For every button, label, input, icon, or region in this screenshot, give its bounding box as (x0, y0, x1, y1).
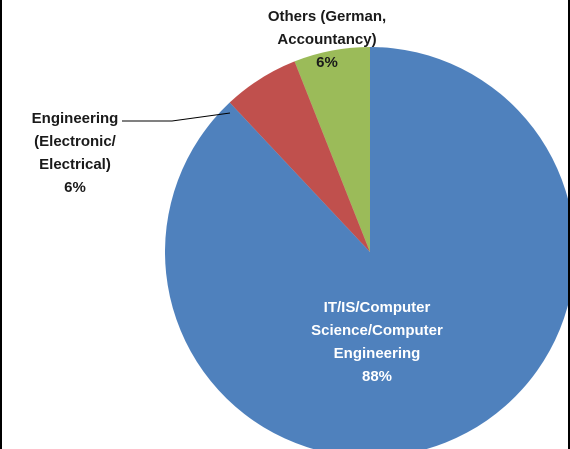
pie-slice (165, 47, 568, 449)
value-label: 6% (316, 54, 338, 71)
leader-line (122, 112, 231, 122)
category-label: IT/IS/Computer Science/Computer Engineer… (311, 299, 443, 362)
slice-label: IT/IS/Computer Science/Computer Engineer… (292, 296, 462, 388)
category-label: Engineering (Electronic/Electrical) (31, 110, 119, 173)
category-label: Others (German, Accountancy) (267, 8, 387, 48)
pie-slice (294, 47, 370, 252)
slice-label: Engineering (Electronic/Electrical) 6% (20, 107, 130, 199)
value-label: 88% (361, 368, 393, 385)
pie-slice (229, 61, 370, 253)
value-label: 6% (64, 179, 86, 196)
slice-label: Others (German, Accountancy) 6% (222, 5, 432, 74)
